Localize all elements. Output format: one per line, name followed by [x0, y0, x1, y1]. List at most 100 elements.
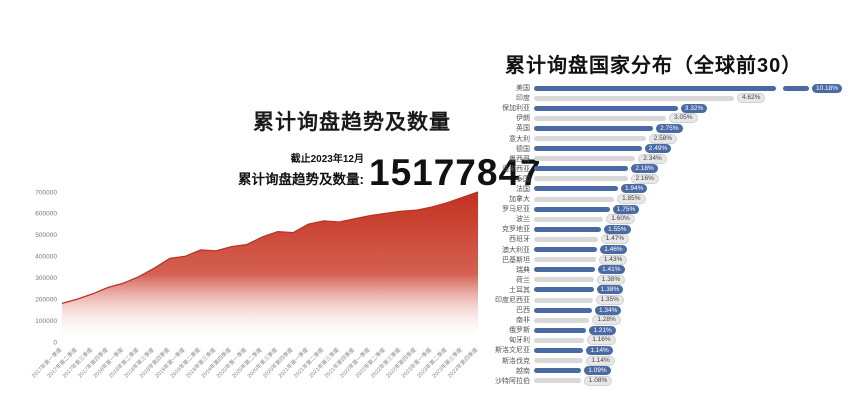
country-row: 沙特阿拉伯 1.08%: [486, 375, 848, 386]
as-of-date-label: 截止2023年12月: [290, 154, 364, 165]
bar-track: 1.16%: [534, 335, 848, 346]
bar-segment: [534, 216, 604, 222]
bar-track: 1.55%: [534, 224, 848, 234]
value-badge: 3.05%: [669, 113, 698, 124]
value-badge: 1.55%: [604, 224, 631, 234]
y-axis-tick: 200000: [35, 296, 57, 303]
bar-segment: [534, 125, 654, 131]
country-row: 匈牙利 1.16%: [486, 335, 848, 346]
country-label: 伊朗: [516, 115, 530, 123]
bar-track: 2.16%: [534, 173, 848, 184]
country-label: 墨西哥: [509, 155, 530, 163]
value-badge: 1.47%: [600, 234, 630, 245]
country-label: 美国: [516, 85, 530, 93]
bar-track: 1.60%: [534, 214, 848, 225]
total-count-value: 15177847: [369, 151, 542, 193]
bar-track: 2.49%: [534, 144, 848, 154]
bar-track: 1.75%: [534, 204, 848, 214]
y-axis-tick: 400000: [35, 254, 57, 261]
country-label: 斯洛文尼亚: [495, 347, 530, 355]
bar-segment: [534, 347, 584, 353]
bar-track: 1.28%: [534, 315, 848, 326]
bar-track: 3.32%: [534, 103, 848, 113]
country-chart-title: 累计询盘国家分布（全球前30）: [505, 54, 803, 77]
bar-track: 1.34%: [534, 305, 848, 315]
country-label: 加拿大: [509, 196, 530, 204]
y-axis-tick: 0: [53, 339, 57, 346]
bar-track: 1.08%: [534, 375, 848, 386]
value-badge: 1.34%: [595, 305, 622, 315]
country-row: 波兰 1.60%: [486, 214, 848, 225]
bar-track: 2.75%: [534, 123, 848, 133]
value-badge: 2.16%: [630, 173, 659, 184]
value-badge: 2.34%: [638, 153, 667, 164]
total-count-label: 累计询盘趋势及数量:: [238, 172, 364, 187]
total-annotation-labels: 截止2023年12月 累计询盘趋势及数量:: [238, 150, 364, 188]
country-label: 法国: [516, 185, 530, 193]
bar-track: 1.38%: [534, 285, 848, 295]
bar-segment: [534, 327, 587, 333]
value-badge: 4.62%: [737, 93, 766, 104]
country-row: 印度 4.62%: [486, 93, 848, 104]
bar-segment: [534, 297, 593, 303]
bar-track: 1.09%: [534, 366, 848, 376]
bar-track: 10.18%: [534, 83, 848, 93]
axis-break-icon: [776, 86, 783, 91]
country-label: 匈牙利: [509, 337, 530, 345]
country-label: 马来西亚: [502, 165, 530, 173]
bar-segment: [534, 95, 734, 101]
bar-segment: [534, 368, 582, 374]
country-row: 巴西 1.34%: [486, 305, 848, 315]
value-badge: 1.35%: [595, 295, 624, 306]
country-label: 瑞典: [516, 266, 530, 274]
value-badge: 2.18%: [631, 164, 658, 174]
value-badge: 1.38%: [596, 274, 626, 285]
country-row: 意大利 2.58%: [486, 133, 848, 144]
bar-segment: [534, 236, 598, 242]
value-badge: 1.09%: [584, 366, 611, 376]
country-label: 俄罗斯: [509, 327, 530, 335]
value-badge: 2.58%: [648, 133, 678, 144]
value-badge: 1.43%: [598, 254, 628, 265]
value-badge: 1.94%: [621, 184, 648, 194]
country-label: 泰国: [516, 175, 530, 183]
y-axis-tick: 300000: [35, 275, 57, 282]
country-label: 南非: [516, 317, 530, 325]
bar-track: 1.14%: [534, 355, 848, 366]
y-axis-tick: 700000: [35, 189, 57, 196]
area-fill: [62, 192, 478, 342]
bar-segment: [534, 287, 594, 293]
bar-track: 1.46%: [534, 245, 848, 255]
country-row: 德国 2.49%: [486, 144, 848, 154]
bar-segment: [534, 247, 598, 253]
country-row: 保加利亚 3.32%: [486, 103, 848, 113]
country-row: 泰国 2.16%: [486, 173, 848, 184]
bar-track: 4.62%: [534, 93, 848, 104]
country-row: 伊朗 3.05%: [486, 113, 848, 124]
country-label: 澳大利亚: [502, 246, 530, 254]
country-row: 澳大利亚 1.46%: [486, 245, 848, 255]
country-label: 巴基斯坦: [502, 256, 530, 264]
bar-track: 2.18%: [534, 164, 848, 174]
area-line: [61, 191, 479, 305]
country-row: 南非 1.28%: [486, 315, 848, 326]
bar-track: 1.38%: [534, 274, 848, 285]
bar-segment: [783, 85, 809, 91]
value-badge: 2.75%: [656, 123, 683, 133]
country-row: 美国 10.18%: [486, 83, 848, 93]
country-label: 沙特阿拉伯: [495, 377, 530, 385]
country-row: 印度尼西亚 1.35%: [486, 295, 848, 306]
country-row: 加拿大 1.85%: [486, 194, 848, 205]
y-axis-tick: 600000: [35, 211, 57, 218]
country-row: 瑞典 1.41%: [486, 265, 848, 275]
bar-segment: [534, 226, 602, 232]
country-label: 罗马尼亚: [502, 206, 530, 214]
country-bars: 美国 10.18% 印度 4.62% 保加利亚 3.32% 伊朗 3.05% 英国 2.75% 意大…: [486, 83, 848, 386]
value-badge: 1.75%: [612, 204, 640, 214]
value-badge: 1.08%: [583, 375, 613, 386]
country-row: 斯洛伐克 1.14%: [486, 355, 848, 366]
country-label: 荷兰: [516, 276, 530, 284]
trend-chart-title: 累计询盘趋势及数量: [253, 111, 451, 135]
value-badge: 10.18%: [812, 83, 843, 93]
area-chart-svg: 0 100000 200000 300000 400000 500000 600000 700…: [30, 189, 480, 379]
